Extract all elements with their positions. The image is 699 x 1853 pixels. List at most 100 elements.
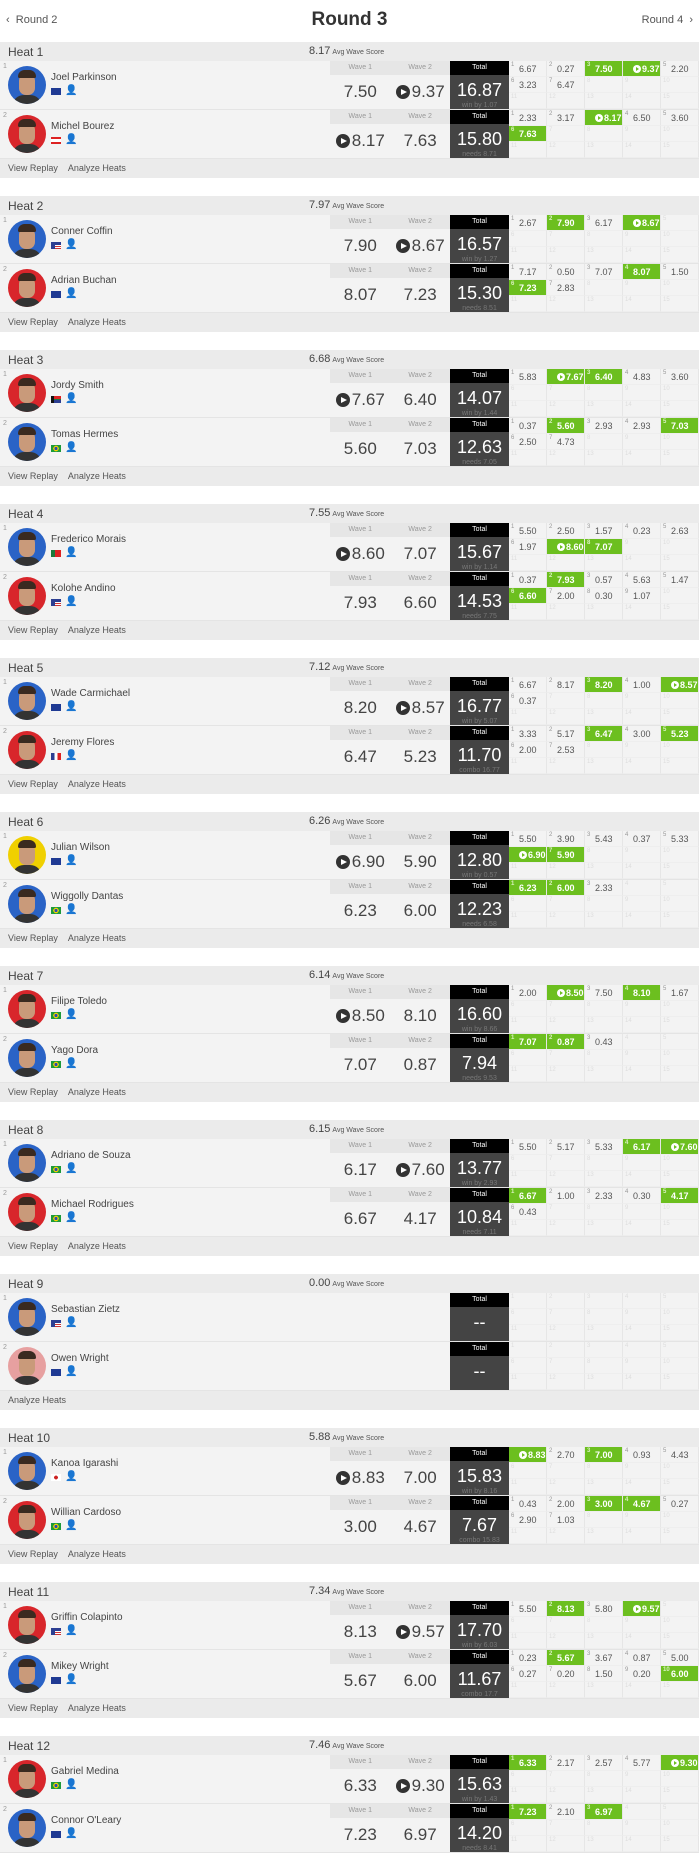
wave-cell[interactable]: 3 7.07: [584, 264, 623, 280]
wave-cell[interactable]: 2 3.90: [546, 831, 585, 847]
play-video-icon[interactable]: [518, 851, 527, 859]
surfer-info[interactable]: 1 Griffin Colapinto 👤: [0, 1601, 330, 1649]
surfer-info[interactable]: 2 Mikey Wright 👤: [0, 1650, 330, 1698]
follow-user-icon[interactable]: 👤: [65, 1058, 78, 1069]
surfer-name[interactable]: Connor O'Leary: [51, 1815, 122, 1826]
play-video-icon[interactable]: [632, 65, 641, 73]
surfer-name[interactable]: Conner Coffin: [51, 226, 113, 237]
counting-wave-cell[interactable]: 5 7.03: [660, 418, 699, 434]
counting-wave-cell[interactable]: 6 6.60: [508, 588, 547, 604]
surfer-info[interactable]: 2 Michael Rodrigues 👤: [0, 1188, 330, 1236]
analyze-heats-link[interactable]: Analyze Heats: [67, 1241, 126, 1251]
counting-wave-cell[interactable]: 5 4.17: [660, 1188, 699, 1204]
counting-wave-cell[interactable]: 2 6.00: [546, 880, 585, 896]
counting-wave-cell[interactable]: 4 4.67: [622, 1496, 661, 1512]
wave-cell[interactable]: 3 2.33: [584, 880, 623, 896]
wave-cell[interactable]: 7 0.20: [546, 1666, 585, 1682]
play-video-icon[interactable]: [594, 114, 603, 122]
analyze-heats-link[interactable]: Analyze Heats: [67, 163, 126, 173]
counting-wave-cell[interactable]: 4 8.07: [622, 264, 661, 280]
follow-user-icon[interactable]: 👤: [65, 134, 78, 145]
wave-cell[interactable]: 4 3.00: [622, 726, 661, 742]
wave-cell[interactable]: 3 0.43: [584, 1034, 623, 1050]
counting-wave-cell[interactable]: 7.67: [546, 369, 585, 385]
wave-1-score[interactable]: 8.83: [330, 1461, 390, 1495]
analyze-heats-link[interactable]: Analyze Heats: [67, 1087, 126, 1097]
next-round-link[interactable]: Round 4 ›: [641, 14, 693, 26]
surfer-name[interactable]: Sebastian Zietz: [51, 1304, 120, 1315]
wave-2-score[interactable]: 9.57: [390, 1615, 450, 1649]
follow-user-icon[interactable]: 👤: [65, 904, 78, 915]
counting-wave-cell[interactable]: 8.83: [508, 1447, 547, 1463]
wave-cell[interactable]: 6 1.97: [508, 539, 547, 555]
follow-user-icon[interactable]: 👤: [65, 750, 78, 761]
wave-cell[interactable]: 1 6.67: [508, 61, 547, 77]
follow-user-icon[interactable]: 👤: [65, 596, 78, 607]
wave-cell[interactable]: 1 2.67: [508, 215, 547, 231]
play-video-icon[interactable]: [632, 1605, 641, 1613]
surfer-info[interactable]: 1 Kanoa Igarashi 👤: [0, 1447, 330, 1495]
surfer-name[interactable]: Willian Cardoso: [51, 1507, 122, 1518]
wave-1-score[interactable]: 8.50: [330, 999, 390, 1033]
play-video-icon[interactable]: [335, 547, 350, 561]
surfer-name[interactable]: Kolohe Andino: [51, 583, 116, 594]
wave-2-score[interactable]: 8.57: [390, 691, 450, 725]
follow-user-icon[interactable]: 👤: [65, 1828, 78, 1839]
wave-1-score[interactable]: 8.17: [330, 124, 390, 158]
surfer-name[interactable]: Mikey Wright: [51, 1661, 109, 1672]
follow-user-icon[interactable]: 👤: [65, 1520, 78, 1531]
wave-cell[interactable]: 2 8.17: [546, 677, 585, 693]
surfer-info[interactable]: 2 Wiggolly Dantas 👤: [0, 880, 330, 928]
surfer-info[interactable]: 1 Joel Parkinson 👤: [0, 61, 330, 109]
surfer-info[interactable]: 1 Adriano de Souza 👤: [0, 1139, 330, 1187]
wave-cell[interactable]: 2 2.50: [546, 523, 585, 539]
surfer-info[interactable]: 2 Jeremy Flores 👤: [0, 726, 330, 774]
counting-wave-cell[interactable]: 8.17: [584, 110, 623, 126]
follow-user-icon[interactable]: 👤: [65, 442, 78, 453]
counting-wave-cell[interactable]: 2 5.67: [546, 1650, 585, 1666]
follow-user-icon[interactable]: 👤: [65, 855, 78, 866]
surfer-name[interactable]: Filipe Toledo: [51, 996, 107, 1007]
wave-2-score[interactable]: 9.37: [390, 75, 450, 109]
analyze-heats-link[interactable]: Analyze Heats: [67, 1549, 126, 1559]
surfer-info[interactable]: 1 Filipe Toledo 👤: [0, 985, 330, 1033]
view-replay-link[interactable]: View Replay: [8, 1549, 58, 1559]
play-video-icon[interactable]: [670, 1759, 679, 1767]
wave-cell[interactable]: 2 2.10: [546, 1804, 585, 1820]
counting-wave-cell[interactable]: 3 3.00: [584, 1496, 623, 1512]
analyze-heats-link[interactable]: Analyze Heats: [67, 933, 126, 943]
analyze-heats-link[interactable]: Analyze Heats: [67, 317, 126, 327]
wave-cell[interactable]: 1 5.50: [508, 831, 547, 847]
view-replay-link[interactable]: View Replay: [8, 1241, 58, 1251]
surfer-info[interactable]: 2 Willian Cardoso 👤: [0, 1496, 330, 1544]
counting-wave-cell[interactable]: 4 6.17: [622, 1139, 661, 1155]
view-replay-link[interactable]: View Replay: [8, 625, 58, 635]
surfer-name[interactable]: Wade Carmichael: [51, 688, 131, 699]
analyze-heats-link[interactable]: Analyze Heats: [67, 625, 126, 635]
surfer-info[interactable]: 1 Conner Coffin 👤: [0, 215, 330, 263]
wave-cell[interactable]: 1 2.00: [508, 985, 547, 1001]
wave-cell[interactable]: 3 2.93: [584, 418, 623, 434]
wave-cell[interactable]: 3 5.33: [584, 1139, 623, 1155]
surfer-name[interactable]: Tomas Hermes: [51, 429, 119, 440]
counting-wave-cell[interactable]: 1 7.23: [508, 1804, 547, 1820]
surfer-info[interactable]: 2 Kolohe Andino 👤: [0, 572, 330, 620]
wave-cell[interactable]: 6 0.43: [508, 1204, 547, 1220]
counting-wave-cell[interactable]: 3 7.00: [584, 1447, 623, 1463]
wave-cell[interactable]: 1 0.37: [508, 572, 547, 588]
wave-cell[interactable]: 4 2.93: [622, 418, 661, 434]
wave-cell[interactable]: 2 2.00: [546, 1496, 585, 1512]
wave-cell[interactable]: 9 1.07: [622, 588, 661, 604]
play-video-icon[interactable]: [395, 1163, 410, 1177]
play-video-icon[interactable]: [395, 1625, 410, 1639]
wave-cell[interactable]: 2 3.17: [546, 110, 585, 126]
wave-cell[interactable]: 1 3.33: [508, 726, 547, 742]
counting-wave-cell[interactable]: 8.60: [546, 539, 585, 555]
wave-cell[interactable]: 1 7.17: [508, 264, 547, 280]
wave-cell[interactable]: 7 1.03: [546, 1512, 585, 1528]
wave-cell[interactable]: 2 5.17: [546, 726, 585, 742]
counting-wave-cell[interactable]: 3 6.40: [584, 369, 623, 385]
surfer-info[interactable]: 1 Julian Wilson 👤: [0, 831, 330, 879]
surfer-name[interactable]: Owen Wright: [51, 1353, 109, 1364]
counting-wave-cell[interactable]: 6 7.23: [508, 280, 547, 296]
